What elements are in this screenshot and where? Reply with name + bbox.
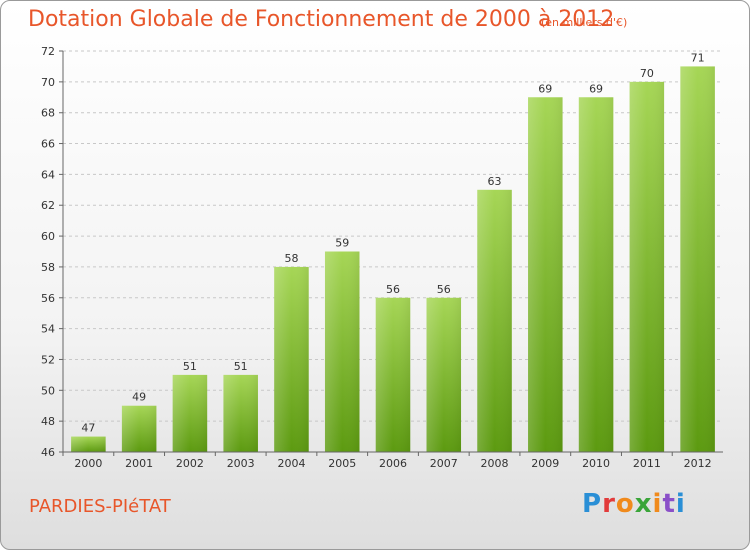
data-label: 47 xyxy=(81,422,95,435)
data-label: 56 xyxy=(386,283,400,296)
bar-shade xyxy=(629,81,665,452)
x-tick-label: 2012 xyxy=(684,457,712,470)
logo-letter: x xyxy=(634,489,653,519)
bar-layer xyxy=(71,66,715,453)
commune-name: PARDIES-PIéTAT xyxy=(29,496,171,517)
bar-shade xyxy=(426,297,462,452)
y-tick-label: 54 xyxy=(41,323,55,336)
y-tick-label: 58 xyxy=(41,261,55,274)
bar-shade xyxy=(121,405,157,452)
data-label: 71 xyxy=(691,51,705,64)
bar-shade xyxy=(274,266,309,452)
label-layer: 46 48 50 52 54 56 58 60 62 64 66 68 70 72 47 2000 49 2001… xyxy=(41,45,712,470)
y-tick-label: 62 xyxy=(41,199,55,212)
data-label: 70 xyxy=(640,67,654,80)
chart-title: Dotation Globale de Fonctionnement de 20… xyxy=(28,7,615,32)
chart-unit: (en milliers d'€) xyxy=(541,16,628,29)
data-label: 56 xyxy=(437,283,451,296)
logo-letter: P xyxy=(582,489,603,519)
x-tick-label: 2006 xyxy=(379,457,407,470)
bar-shade xyxy=(375,297,411,452)
logo-letter: i xyxy=(652,489,663,519)
x-tick-label: 2011 xyxy=(633,457,661,470)
proxiti-logo[interactable]: Proxiti xyxy=(582,489,686,519)
bar-shade xyxy=(223,374,258,452)
data-label: 69 xyxy=(538,82,552,95)
bar-shade xyxy=(477,189,512,453)
x-tick-label: 2000 xyxy=(74,457,102,470)
data-label: 51 xyxy=(234,360,248,373)
bar-shade xyxy=(324,251,360,452)
x-tick-label: 2004 xyxy=(277,457,305,470)
y-tick-label: 50 xyxy=(41,384,55,397)
data-label: 51 xyxy=(183,360,197,373)
y-tick-label: 66 xyxy=(41,138,55,151)
logo-letter: t xyxy=(662,489,676,519)
data-label: 49 xyxy=(132,391,146,404)
bar-shade xyxy=(680,66,715,452)
data-label: 69 xyxy=(589,82,603,95)
y-tick-label: 64 xyxy=(41,168,55,181)
y-tick-label: 60 xyxy=(41,230,55,243)
bar-shade xyxy=(528,97,563,453)
x-tick-label: 2009 xyxy=(531,457,559,470)
y-tick-label: 56 xyxy=(41,292,55,305)
x-tick-label: 2007 xyxy=(430,457,458,470)
bar-shade xyxy=(71,436,106,452)
logo-letter: i xyxy=(675,489,686,519)
y-tick-label: 72 xyxy=(41,45,55,58)
y-tick-label: 52 xyxy=(41,353,55,366)
bar-shade xyxy=(578,97,614,453)
y-tick-label: 68 xyxy=(41,107,55,120)
data-label: 59 xyxy=(335,237,349,250)
y-tick-label: 48 xyxy=(41,415,55,428)
x-tick-label: 2003 xyxy=(227,457,255,470)
axis-layer xyxy=(59,50,723,456)
y-tick-label: 70 xyxy=(41,76,55,89)
x-tick-label: 2005 xyxy=(328,457,356,470)
data-label: 58 xyxy=(284,252,298,265)
y-tick-label: 46 xyxy=(41,446,55,459)
x-tick-label: 2002 xyxy=(176,457,204,470)
x-tick-label: 2010 xyxy=(582,457,610,470)
data-label: 63 xyxy=(488,175,502,188)
x-tick-label: 2001 xyxy=(125,457,153,470)
logo-letter: r xyxy=(602,489,616,519)
logo-letter: o xyxy=(615,489,635,519)
bar-shade xyxy=(172,374,208,452)
x-tick-label: 2008 xyxy=(481,457,509,470)
